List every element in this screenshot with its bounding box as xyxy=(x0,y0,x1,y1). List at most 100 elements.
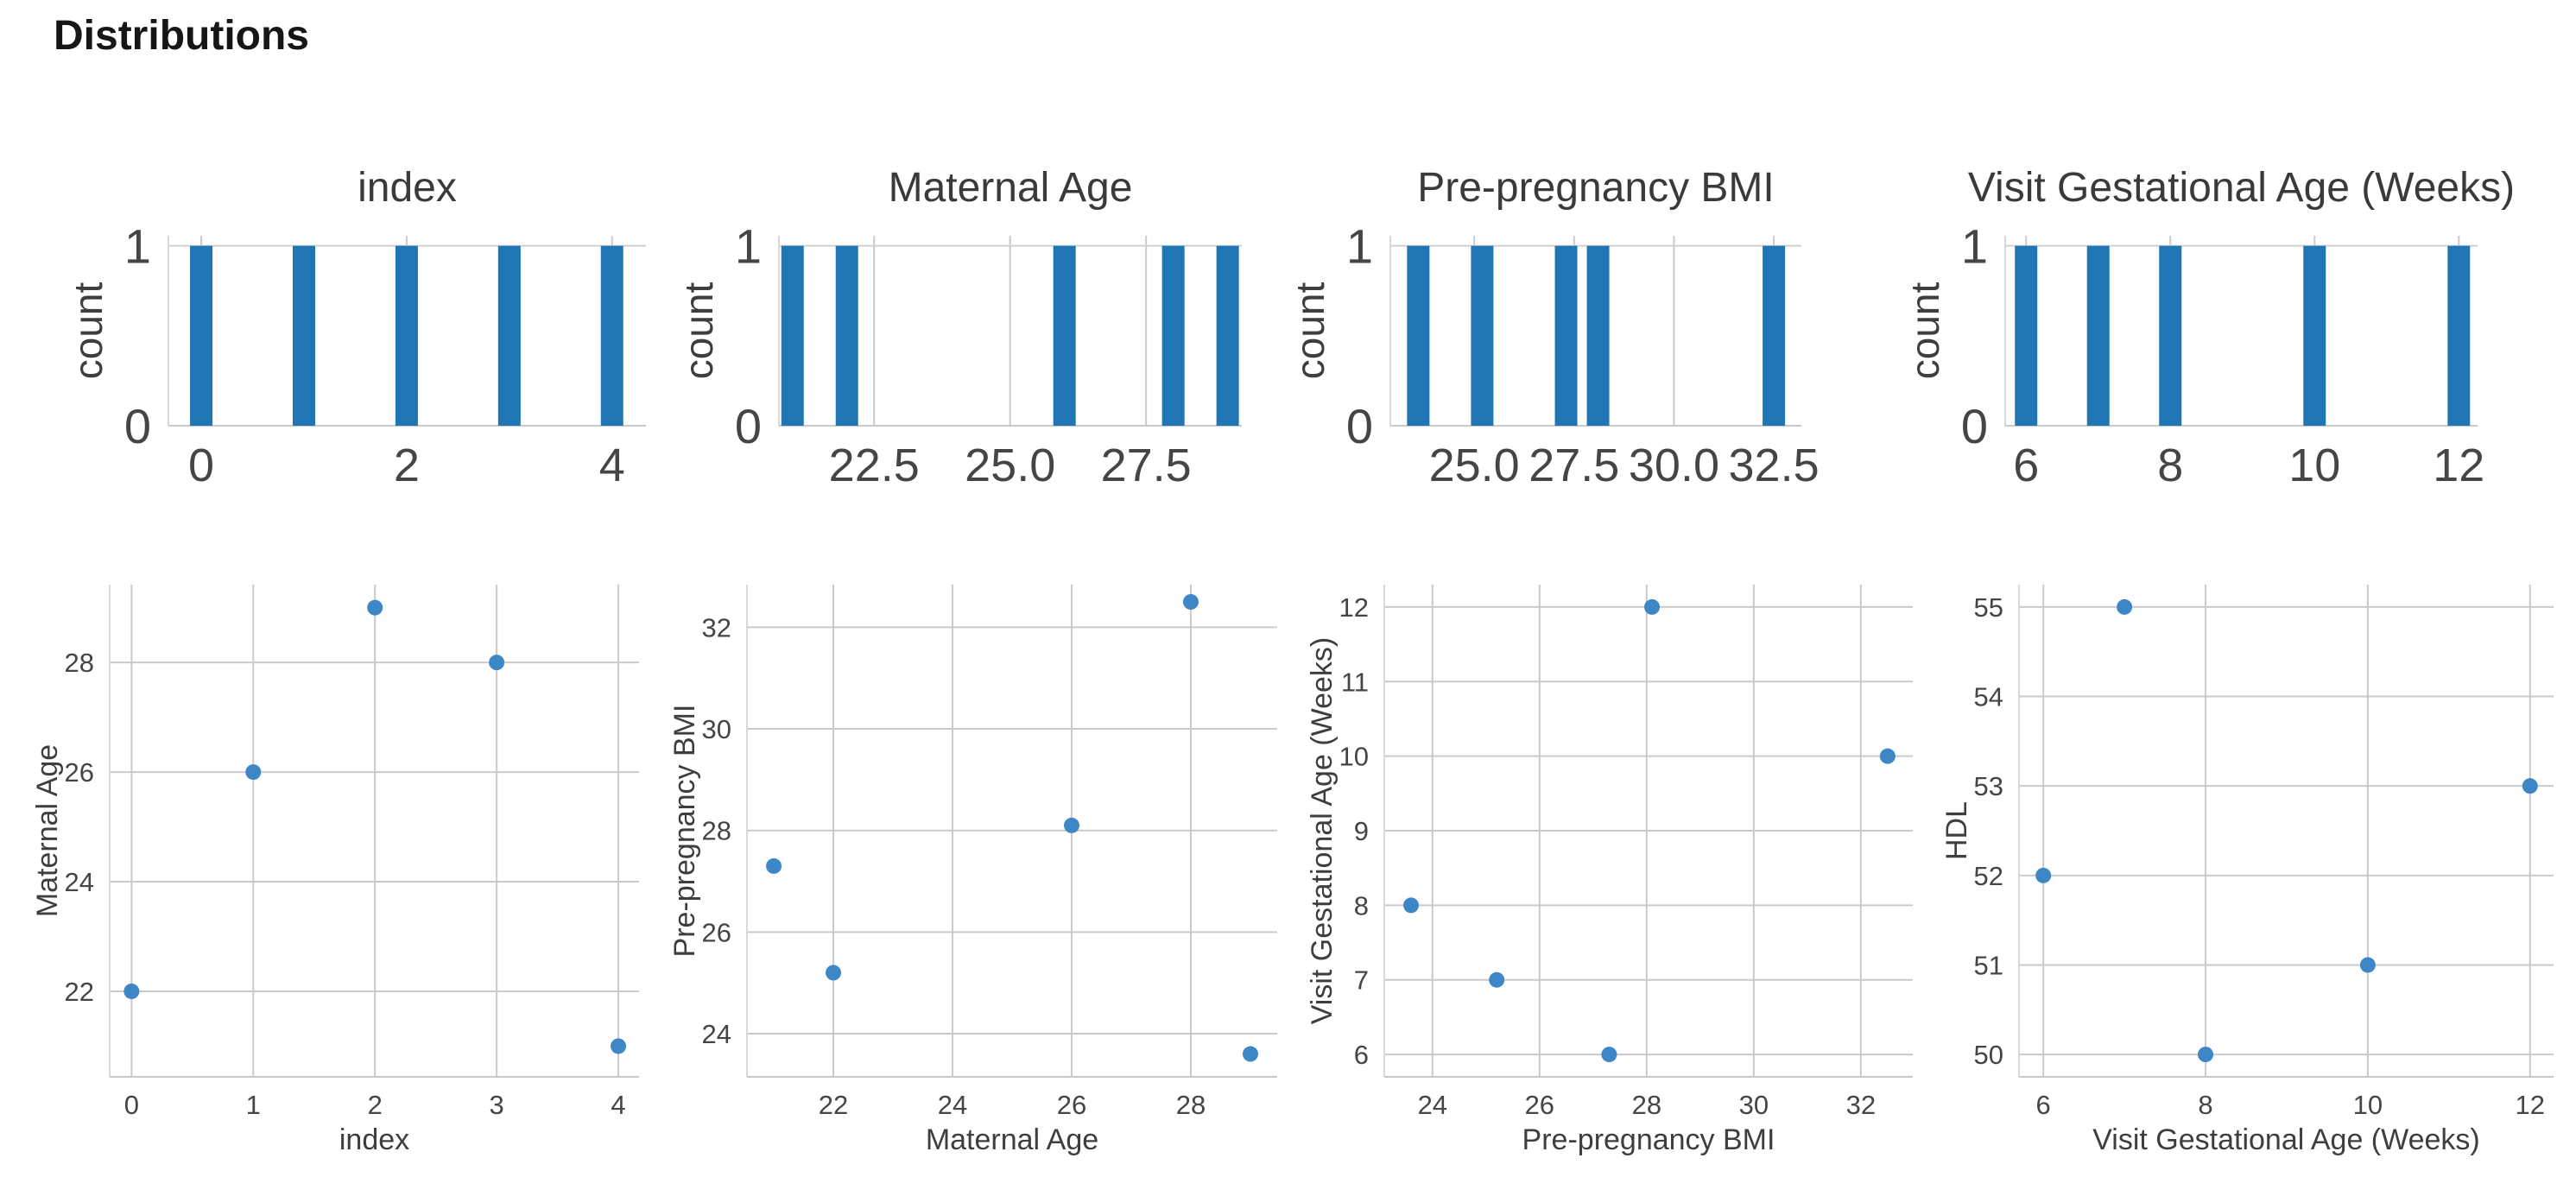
histogram-bar xyxy=(1161,245,1185,426)
data-point xyxy=(1489,971,1505,988)
histogram-bar xyxy=(2015,245,2038,426)
histogram-bar xyxy=(835,245,858,426)
y-tick-label: 55 xyxy=(1974,592,2003,623)
data-point xyxy=(2198,1047,2214,1063)
x-tick-label: 24 xyxy=(1418,1090,1447,1120)
y-tick-label: 0 xyxy=(124,399,151,453)
chart-scatter-gestational-age-hdl: 50 51 52 53 54 55 6 8 10 12 Visit Gestational Age … xyxy=(1940,585,2554,1156)
x-tick-label: 24 xyxy=(938,1090,967,1120)
histogram-bar xyxy=(395,245,418,426)
x-tick-label: 4 xyxy=(599,440,625,491)
x-axis-label: Visit Gestational Age (Weeks) xyxy=(2092,1123,2480,1156)
y-tick-label: 26 xyxy=(65,757,94,788)
y-tick-label: 22 xyxy=(65,977,94,1007)
x-tick-label: 10 xyxy=(2288,440,2340,491)
y-tick-label: 8 xyxy=(1354,890,1369,921)
data-point xyxy=(123,983,140,999)
x-axis-label: Pre-pregnancy BMI xyxy=(1522,1123,1775,1156)
x-tick-label: 3 xyxy=(489,1090,503,1120)
chart-hist-maternal-age: 0 1 22.5 25.0 27.5 count Maternal Age xyxy=(676,165,1242,491)
x-tick-label: 28 xyxy=(1176,1090,1206,1120)
x-tick-label: 25.0 xyxy=(965,440,1055,491)
y-tick-label: 11 xyxy=(1341,667,1369,697)
x-tick-label: 22.5 xyxy=(829,440,920,491)
y-axis-label: Pre-pregnancy BMI xyxy=(668,705,701,958)
y-tick-label: 0 xyxy=(735,399,762,453)
chart-title: Pre-pregnancy BMI xyxy=(1417,165,1775,211)
x-tick-label: 12 xyxy=(2516,1090,2545,1120)
x-tick-label: 27.5 xyxy=(1101,440,1192,491)
y-tick-label: 12 xyxy=(1339,592,1369,623)
histogram-bar xyxy=(1586,245,1610,426)
chart-hist-pre-pregnancy-bmi: 0 1 25.0 27.5 30.0 32.5 count Pre-pregnancy BMI xyxy=(1288,165,1820,491)
x-tick-label: 30.0 xyxy=(1629,440,1719,491)
x-axis-label: Maternal Age xyxy=(926,1123,1098,1156)
y-tick-label: 26 xyxy=(702,917,731,947)
histogram-bar xyxy=(1053,245,1076,426)
data-point xyxy=(367,599,383,616)
chart-hist-visit-gestational-age: 0 1 6 8 10 12 count Visit Gestational Age (Week… xyxy=(1902,165,2515,491)
x-tick-label: 8 xyxy=(2198,1090,2212,1120)
y-tick-label: 28 xyxy=(65,648,94,678)
y-tick-label: 54 xyxy=(1974,682,2003,712)
chart-title: Maternal Age xyxy=(889,165,1133,211)
x-axis-label: index xyxy=(339,1123,409,1156)
y-tick-label: 52 xyxy=(1974,861,2003,891)
y-tick-label: 9 xyxy=(1354,816,1369,846)
x-tick-label: 4 xyxy=(611,1090,625,1120)
data-point xyxy=(245,764,262,781)
x-tick-label: 10 xyxy=(2353,1090,2383,1120)
data-point xyxy=(611,1038,627,1054)
x-tick-label: 28 xyxy=(1632,1090,1661,1120)
chart-scatter-index-maternal-age: 22 24 26 28 0 1 2 3 4 index Maternal Age xyxy=(31,585,639,1156)
chart-hist-index: 0 1 0 2 4 count index xyxy=(66,165,646,491)
histogram-bar xyxy=(1554,245,1578,426)
histogram-bar xyxy=(781,245,804,426)
data-point xyxy=(826,965,842,981)
y-tick-label: 7 xyxy=(1354,965,1369,996)
histogram-bar xyxy=(2303,245,2326,426)
y-axis-label: HDL xyxy=(1940,801,1973,860)
x-tick-label: 8 xyxy=(2157,440,2183,491)
y-tick-label: 50 xyxy=(1974,1040,2003,1070)
y-tick-label: 30 xyxy=(702,714,731,744)
histogram-bar xyxy=(292,245,315,426)
y-tick-label: 24 xyxy=(65,867,94,897)
x-tick-label: 0 xyxy=(124,1090,139,1120)
y-tick-label: 51 xyxy=(1974,950,2003,980)
y-axis-label: Visit Gestational Age (Weeks) xyxy=(1306,637,1339,1025)
histogram-bar xyxy=(600,245,623,426)
chart-title: index xyxy=(358,165,457,211)
y-axis-label: Maternal Age xyxy=(31,744,64,917)
y-axis-label: count xyxy=(1288,282,1332,380)
histogram-bar xyxy=(190,245,213,426)
y-tick-label: 24 xyxy=(702,1019,731,1049)
chart-title: Visit Gestational Age (Weeks) xyxy=(1968,165,2515,211)
data-point xyxy=(1644,598,1661,615)
histogram-bar xyxy=(2159,245,2182,426)
y-tick-label: 1 xyxy=(1961,219,1988,274)
x-tick-label: 1 xyxy=(246,1090,261,1120)
histogram-bar xyxy=(1407,245,1430,426)
x-tick-label: 0 xyxy=(188,440,214,491)
x-tick-label: 25.0 xyxy=(1429,440,1520,491)
x-tick-label: 6 xyxy=(2013,440,2039,491)
data-point xyxy=(2117,598,2133,615)
data-point xyxy=(1242,1046,1258,1062)
x-tick-label: 32 xyxy=(1846,1090,1876,1120)
data-point xyxy=(2522,778,2538,794)
x-tick-label: 22 xyxy=(819,1090,848,1120)
x-tick-label: 2 xyxy=(394,440,420,491)
histogram-bar xyxy=(1216,245,1239,426)
y-tick-label: 32 xyxy=(702,612,731,642)
x-tick-label: 26 xyxy=(1057,1090,1086,1120)
page-title: Distributions xyxy=(54,13,309,59)
y-axis-label: count xyxy=(66,282,111,380)
x-tick-label: 6 xyxy=(2036,1090,2051,1120)
data-point xyxy=(1601,1047,1617,1063)
data-point xyxy=(2035,867,2052,883)
x-tick-label: 30 xyxy=(1739,1090,1769,1120)
x-tick-label: 26 xyxy=(1525,1090,1554,1120)
